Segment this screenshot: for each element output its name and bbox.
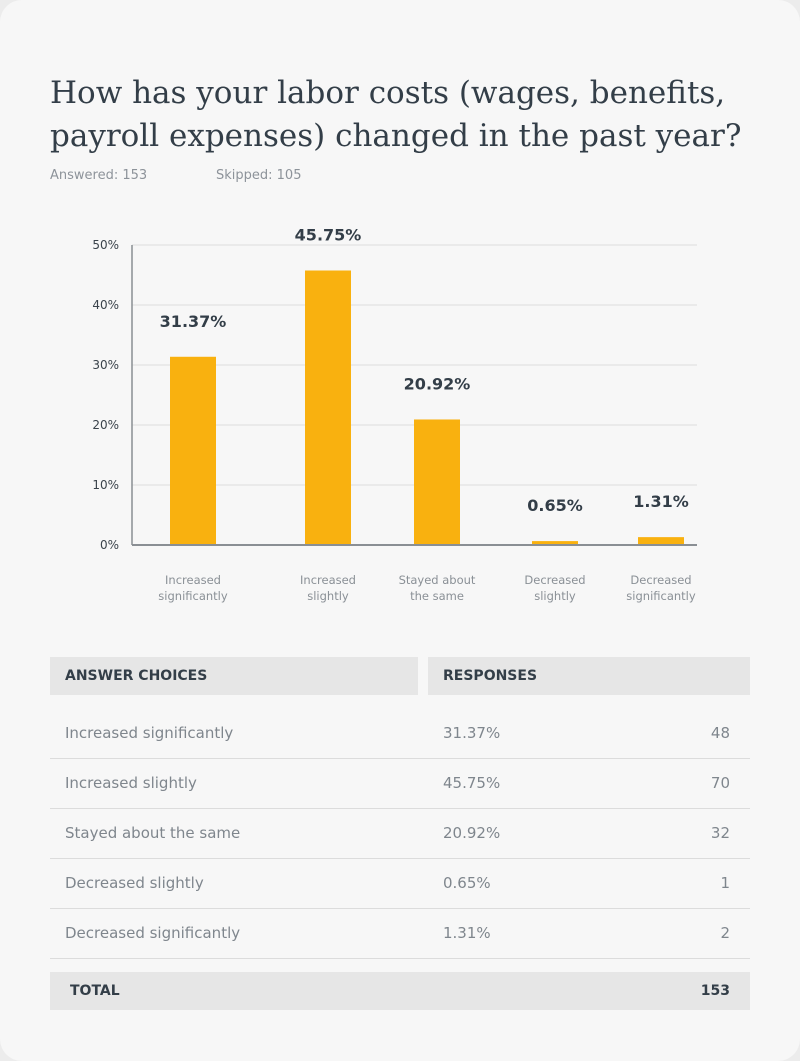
table-row: Increased slightly 45.75% 70 [50, 759, 750, 809]
row-percent: 20.92% [443, 824, 501, 842]
total-label: TOTAL [70, 983, 120, 999]
x-category-label: significantly [158, 589, 228, 603]
bar-value-label: 1.31% [633, 492, 689, 511]
row-choice: Increased significantly [65, 724, 234, 742]
y-tick-label: 40% [92, 298, 119, 312]
skipped-count: Skipped: 105 [216, 168, 302, 183]
x-category-label: Decreased [524, 573, 585, 587]
row-percent: 45.75% [443, 774, 501, 792]
x-category-label: Decreased [630, 573, 691, 587]
bar [170, 356, 216, 545]
header-responses: RESPONSES [428, 657, 750, 695]
x-category-label: Increased [165, 573, 221, 587]
table-row: Decreased significantly 1.31% 2 [50, 909, 750, 959]
x-category-label: slightly [534, 589, 576, 603]
row-choice: Stayed about the same [65, 824, 241, 842]
bar-value-label: 31.37% [160, 312, 227, 331]
table-row: Stayed about the same 20.92% 32 [50, 809, 750, 859]
x-category-label: Stayed about [399, 573, 476, 587]
y-tick-label: 20% [92, 418, 119, 432]
bar-value-label: 20.92% [404, 374, 471, 393]
row-count: 1 [720, 874, 730, 892]
x-category-label: Increased [300, 573, 356, 587]
y-tick-label: 0% [100, 538, 119, 552]
x-category-label: the same [410, 589, 464, 603]
row-count: 32 [710, 824, 730, 842]
header-answer-choices: ANSWER CHOICES [50, 657, 418, 695]
bar [305, 270, 351, 545]
bar [414, 419, 460, 545]
table-row: Increased significantly 31.37% 48 [50, 709, 750, 759]
row-choice: Decreased significantly [65, 924, 241, 942]
x-category-label: slightly [307, 589, 349, 603]
bar [532, 541, 578, 545]
row-percent: 0.65% [443, 874, 491, 892]
row-percent: 1.31% [443, 924, 491, 942]
y-tick-label: 10% [92, 478, 119, 492]
question-title: How has your labor costs (wages, benefit… [50, 75, 742, 154]
total-value: 153 [700, 983, 730, 999]
bar [638, 537, 684, 545]
row-count: 70 [710, 774, 730, 792]
table-row: Decreased slightly 0.65% 1 [50, 859, 750, 909]
total-row: TOTAL 153 [50, 972, 750, 1010]
row-count: 48 [710, 724, 730, 742]
row-percent: 31.37% [443, 724, 501, 742]
bar-chart: 0% 10% 20% 30% 40% 50% 31.37% Increased signific… [92, 226, 697, 603]
x-category-label: significantly [626, 589, 696, 603]
row-choice: Decreased slightly [65, 874, 204, 892]
row-count: 2 [720, 924, 730, 942]
bar-value-label: 0.65% [527, 496, 583, 515]
y-tick-label: 50% [92, 238, 119, 252]
answered-count: Answered: 153 [50, 168, 148, 183]
bar-value-label: 45.75% [295, 226, 362, 245]
row-choice: Increased slightly [65, 774, 197, 792]
y-tick-label: 30% [92, 358, 119, 372]
